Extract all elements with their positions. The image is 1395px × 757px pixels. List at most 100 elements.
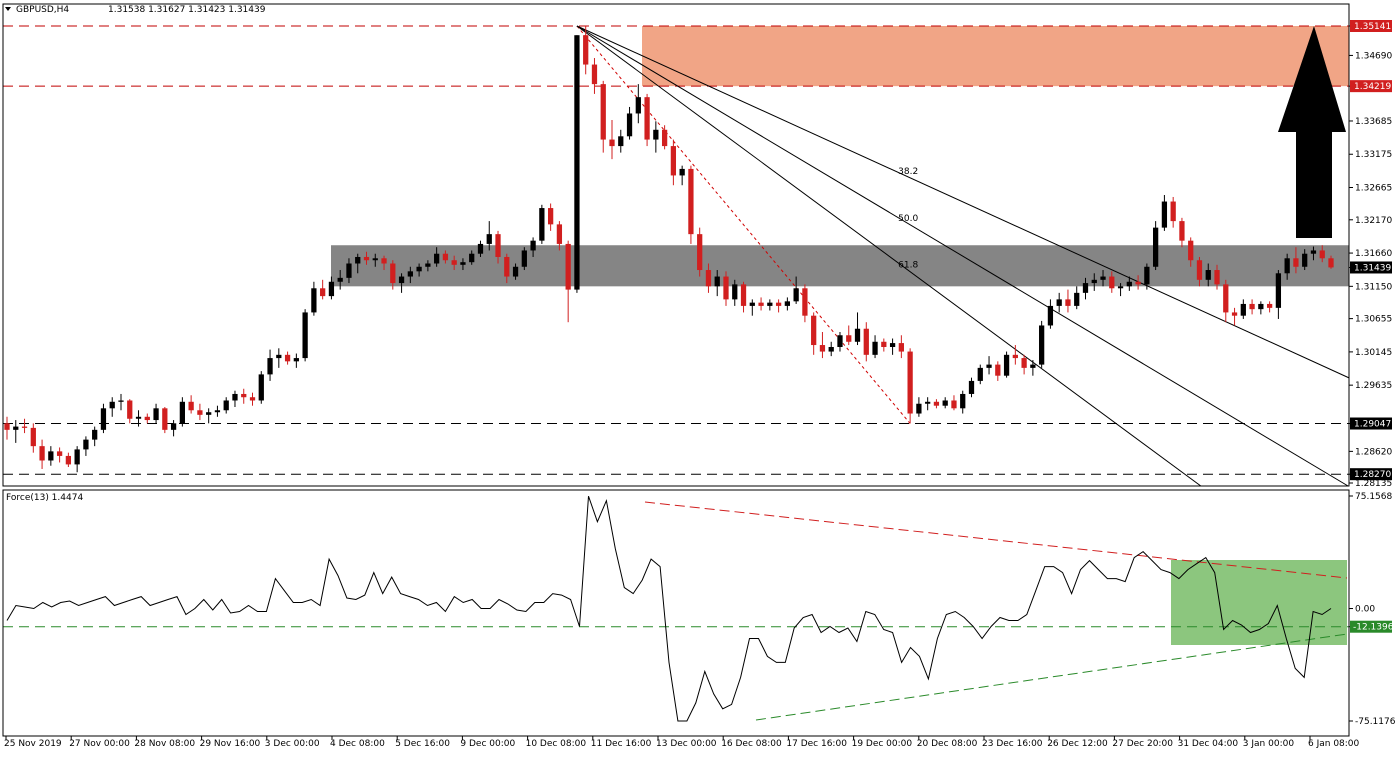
candle-body-148 — [1302, 253, 1308, 267]
candle-body-33 — [293, 358, 299, 362]
candle-body-0 — [4, 423, 10, 430]
time-label-10: 13 Dec 00:00 — [656, 739, 717, 749]
candle-body-26 — [232, 393, 238, 401]
price-label-box-2 — [1350, 80, 1392, 93]
force-indicator-pane — [3, 496, 1349, 722]
price-tick-label-15: 1.28270 — [1354, 470, 1391, 480]
candle-body-1 — [13, 426, 19, 430]
symbol-dropdown-icon — [5, 7, 11, 11]
candle-body-3 — [30, 427, 36, 447]
candle-body-131 — [1153, 227, 1159, 267]
candle-body-5 — [48, 451, 54, 461]
candle-body-35 — [311, 288, 317, 313]
up-arrow-icon — [1278, 26, 1346, 238]
price-tick-label-6: 1.32170 — [1355, 216, 1392, 226]
candle-body-92 — [811, 315, 817, 346]
candle-body-31 — [276, 354, 282, 359]
candle-body-48 — [425, 263, 431, 267]
candle-body-21 — [188, 401, 194, 411]
force-highlight-zone — [1171, 560, 1347, 645]
candle-body-37 — [328, 281, 335, 297]
price-pane-border — [2, 3, 1350, 487]
candle-body-29 — [258, 374, 264, 401]
candle-body-56 — [495, 234, 501, 257]
candle-body-106 — [933, 401, 940, 406]
candle-body-122 — [1074, 292, 1080, 306]
candle-body-104 — [916, 403, 922, 414]
fib-fan-line-0 — [576, 25, 1202, 487]
candle-body-84 — [740, 284, 747, 306]
force-indicator-label: Force(13) 1.4474 — [6, 493, 83, 503]
candle-body-34 — [302, 312, 308, 359]
candle-body-69 — [609, 139, 615, 147]
candle-body-120 — [1056, 299, 1062, 306]
force-pane-border — [2, 489, 1350, 737]
candle-body-85 — [749, 302, 755, 306]
candle-body-145 — [1275, 273, 1282, 308]
time-label-11: 16 Dec 08:00 — [721, 739, 782, 749]
candle-body-129 — [1135, 281, 1141, 285]
candle-body-30 — [267, 358, 273, 375]
candle-body-10 — [92, 429, 98, 440]
candle-body-127 — [1117, 286, 1124, 289]
candle-body-59 — [521, 250, 527, 267]
time-label-1: 27 Nov 00:00 — [69, 739, 130, 749]
candle-body-126 — [1109, 276, 1115, 289]
candle-body-12 — [109, 401, 115, 409]
candle-body-149 — [1310, 250, 1317, 254]
candle-body-103 — [907, 351, 913, 414]
candle-body-76 — [670, 146, 677, 176]
candle-body-130 — [1144, 266, 1150, 285]
candle-body-14 — [127, 400, 133, 419]
candle-body-77 — [679, 168, 685, 176]
candle-body-119 — [1047, 305, 1054, 326]
candle-body-50 — [442, 253, 449, 261]
candle-body-43 — [381, 258, 387, 264]
force-tick-label-2: -12.1396 — [1353, 623, 1394, 633]
candle-body-114 — [1003, 354, 1010, 376]
candle-body-52 — [460, 262, 466, 265]
candle-body-4 — [39, 446, 45, 461]
candle-body-89 — [784, 301, 791, 306]
candle-body-93 — [819, 345, 826, 352]
force-label-box-2 — [1350, 620, 1392, 633]
time-label-5: 4 Dec 08:00 — [330, 739, 385, 749]
candle-body-38 — [337, 277, 343, 282]
price-label-box-0 — [1350, 20, 1392, 32]
candle-body-72 — [635, 97, 641, 114]
fib-fan-baseline — [576, 25, 911, 424]
candle-body-28 — [249, 397, 256, 401]
candle-body-75 — [661, 129, 668, 147]
force-series-line — [6, 496, 1332, 722]
candle-body-78 — [688, 168, 694, 235]
candle-body-41 — [363, 256, 370, 261]
support-zone — [331, 245, 1349, 287]
price-label-box-8 — [1350, 261, 1392, 274]
force-tick-label-1: 0.00 — [1355, 605, 1375, 615]
force-support-trendline — [755, 633, 1348, 721]
candle-body-65 — [574, 35, 580, 290]
price-tick-label-10: 1.30655 — [1355, 315, 1392, 325]
time-label-14: 20 Dec 08:00 — [917, 739, 978, 749]
time-label-6: 5 Dec 16:00 — [395, 739, 450, 749]
candle-body-105 — [925, 401, 931, 404]
fib-fan-line-2 — [576, 25, 1350, 379]
candle-body-138 — [1214, 270, 1220, 285]
candle-body-134 — [1179, 221, 1185, 241]
candle-body-86 — [758, 302, 764, 306]
candle-body-11 — [100, 408, 107, 430]
time-label-0: 25 Nov 2019 — [4, 739, 62, 749]
candle-body-51 — [451, 260, 457, 265]
candle-body-97 — [854, 328, 861, 342]
price-tick-label-5: 1.32665 — [1355, 184, 1392, 194]
time-label-13: 19 Dec 00:00 — [852, 739, 913, 749]
price-tick-label-9: 1.31150 — [1355, 282, 1392, 292]
candle-body-62 — [547, 208, 554, 225]
candle-body-19 — [170, 423, 177, 430]
candle-body-68 — [600, 84, 606, 140]
time-label-4: 3 Dec 00:00 — [265, 739, 320, 749]
candle-body-99 — [872, 341, 878, 355]
candle-body-17 — [153, 408, 159, 421]
candle-body-90 — [793, 288, 799, 302]
candle-body-98 — [863, 328, 869, 355]
